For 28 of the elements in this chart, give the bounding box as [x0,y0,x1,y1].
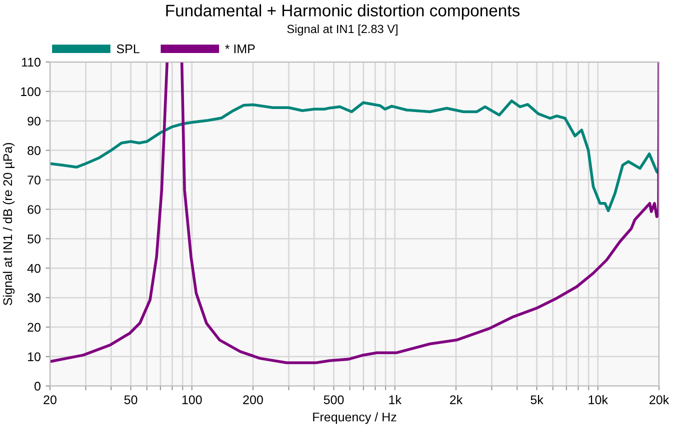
chart-title: Fundamental + Harmonic distortion components [166,4,520,20]
y-tick-label: 100 [21,87,40,96]
x-tick-label: 20 [44,395,56,404]
y-tick-label: 20 [28,322,40,332]
legend-label: SPL [116,44,140,54]
x-tick-label: 2k [450,395,463,404]
x-tick-label: 200 [243,395,263,404]
legend-label: * IMP [225,44,255,54]
y-tick-label: 10 [28,352,40,362]
y-tick-label: 70 [28,176,40,184]
y-tick-label: 80 [28,146,40,156]
y-tick-label: 110 [22,58,40,67]
y-tick-label: 30 [28,293,40,302]
y-tick-label: 40 [27,264,40,273]
x-tick-label: 50 [124,395,138,404]
x-axis-title: Frequency / Hz [313,412,396,424]
x-tick-label: 1k [389,395,402,404]
y-axis-title: Signal at IN1 / dB (re 20 µPa) [2,143,15,306]
x-tick-label: 500 [324,395,344,404]
x-tick-label: 5k [530,395,544,404]
y-tick-label: 60 [28,205,40,214]
y-tick-label: 0 [34,382,40,391]
y-tick-label: 90 [28,116,40,126]
x-tick-label: 20k [650,395,670,404]
y-tick-label: 50 [28,234,40,244]
x-tick-label: 100 [182,395,202,404]
chart-subtitle: Signal at IN1 [2.83 V] [287,24,398,36]
x-tick-label: 10k [588,395,608,404]
